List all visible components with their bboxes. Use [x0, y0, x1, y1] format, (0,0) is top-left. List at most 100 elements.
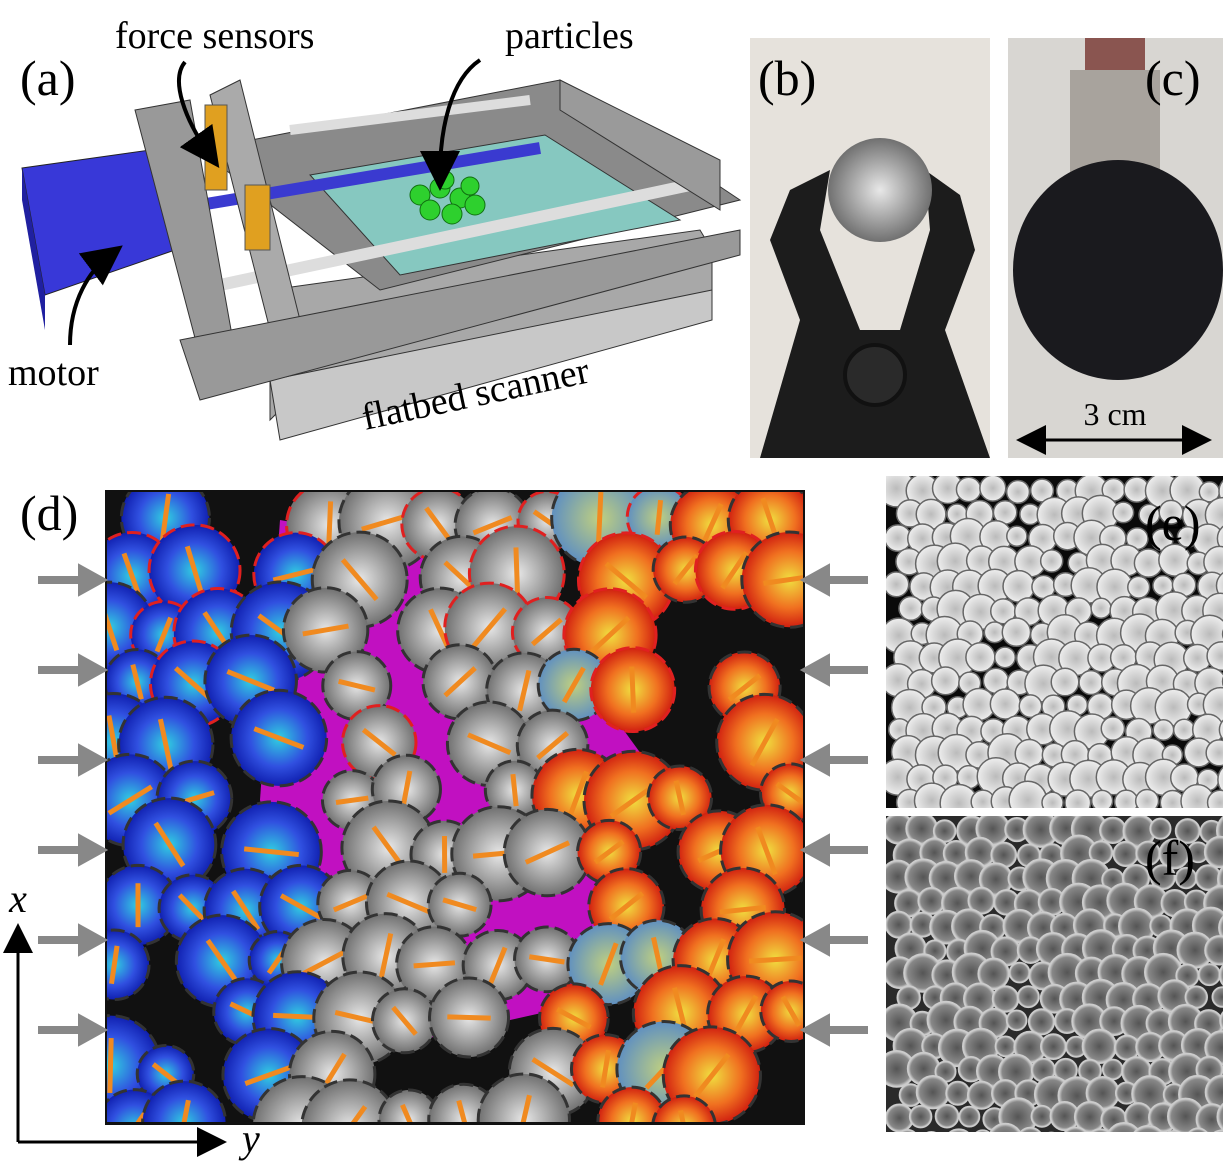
- stress-direction: [400, 770, 413, 809]
- stress-direction: [130, 663, 144, 700]
- push-arrow: [799, 833, 868, 867]
- particle: [1107, 1122, 1141, 1132]
- particle: [1167, 1129, 1181, 1132]
- stress-direction: [531, 1057, 575, 1088]
- push-arrow: [38, 653, 109, 687]
- panel-label: (c): [1145, 50, 1201, 106]
- stress-direction: [608, 891, 645, 922]
- axis-label: y: [238, 1116, 260, 1161]
- stress-direction: [488, 946, 508, 984]
- stress-direction: [629, 1102, 638, 1122]
- particle: [1172, 718, 1196, 741]
- particle: [1005, 479, 1031, 505]
- particle: [1039, 549, 1064, 573]
- stress-direction: [536, 731, 570, 760]
- particle-layer: [886, 816, 1223, 1132]
- stress-direction: [272, 566, 319, 583]
- axis-label: x: [8, 876, 27, 921]
- particle: [934, 1103, 960, 1129]
- stress-direction: [226, 669, 275, 693]
- particle: [1064, 789, 1092, 808]
- annotation: force sensors: [115, 15, 314, 57]
- particle: [1019, 1126, 1042, 1132]
- particle: [1027, 1008, 1056, 1036]
- stress-direction: [184, 545, 205, 596]
- stress-direction: [600, 1049, 612, 1088]
- particle: [898, 595, 924, 622]
- particle: [908, 1104, 933, 1129]
- particle: [1090, 1128, 1110, 1132]
- stress-direction: [424, 506, 452, 542]
- stress-direction: [719, 904, 766, 915]
- particle: [1134, 788, 1160, 808]
- push-arrow: [799, 653, 868, 687]
- stress-direction: [153, 821, 186, 868]
- stress-direction: [467, 732, 512, 756]
- stress-direction: [243, 846, 299, 858]
- photo-clamp: [750, 38, 990, 458]
- particle: [926, 1131, 936, 1132]
- push-arrow: [38, 833, 109, 867]
- particle: [1133, 1124, 1163, 1132]
- particle: [1213, 1129, 1223, 1132]
- stress-direction: [135, 1109, 149, 1122]
- particle: [915, 1075, 951, 1110]
- particle: [1016, 985, 1040, 1009]
- stress-direction: [302, 949, 347, 976]
- particle: [1206, 789, 1223, 808]
- stress-direction: [472, 515, 513, 536]
- particle: [955, 476, 982, 503]
- particle: [1219, 1010, 1223, 1031]
- stress-direction: [654, 499, 664, 535]
- photo-weight: [1008, 38, 1223, 458]
- push-arrow: [799, 1013, 868, 1047]
- particle: [930, 666, 961, 696]
- particle: [993, 646, 1017, 669]
- particle: [1218, 719, 1223, 741]
- stress-direction: [181, 1099, 191, 1122]
- particle: [1197, 963, 1221, 987]
- stress-direction: [755, 826, 778, 876]
- particle: [1050, 667, 1080, 697]
- particle: [1133, 548, 1164, 578]
- push-arrow: [799, 563, 868, 597]
- stress-direction: [231, 889, 261, 931]
- particle: [300, 1078, 399, 1122]
- particle: [989, 1122, 1021, 1132]
- panel-label: (d): [20, 485, 78, 541]
- stress-direction: [107, 1038, 114, 1094]
- push-arrow: [38, 743, 109, 777]
- particle: [1217, 766, 1223, 794]
- stress-direction: [513, 547, 521, 600]
- particle: [1216, 525, 1223, 552]
- particle: [1112, 840, 1139, 868]
- particle: [1090, 789, 1114, 808]
- particle: [1008, 780, 1048, 808]
- particle: [1205, 739, 1223, 767]
- particle-layer: [107, 492, 803, 1122]
- stress-direction: [733, 994, 759, 1034]
- push-arrow: [38, 563, 109, 597]
- particle: [958, 1105, 981, 1128]
- stress-direction: [107, 612, 120, 652]
- particle: [886, 571, 910, 598]
- particle: [1211, 986, 1223, 1008]
- stress-direction: [566, 770, 589, 820]
- stress-direction: [400, 1103, 413, 1122]
- stress-direction: [530, 617, 563, 647]
- stress-direction: [704, 938, 727, 983]
- particle: [1127, 575, 1151, 599]
- stress-direction: [443, 666, 477, 698]
- stress-direction: [157, 718, 174, 771]
- stress-direction: [205, 938, 239, 984]
- stress-direction: [447, 1014, 491, 1021]
- particle: [1218, 915, 1223, 940]
- stress-direction: [775, 781, 803, 805]
- particle: [1081, 1028, 1118, 1065]
- annotation: motor: [8, 352, 99, 394]
- particle: [1040, 1033, 1067, 1061]
- stress-direction: [107, 784, 153, 816]
- stress-direction: [386, 891, 432, 915]
- annotation: particles: [505, 15, 634, 57]
